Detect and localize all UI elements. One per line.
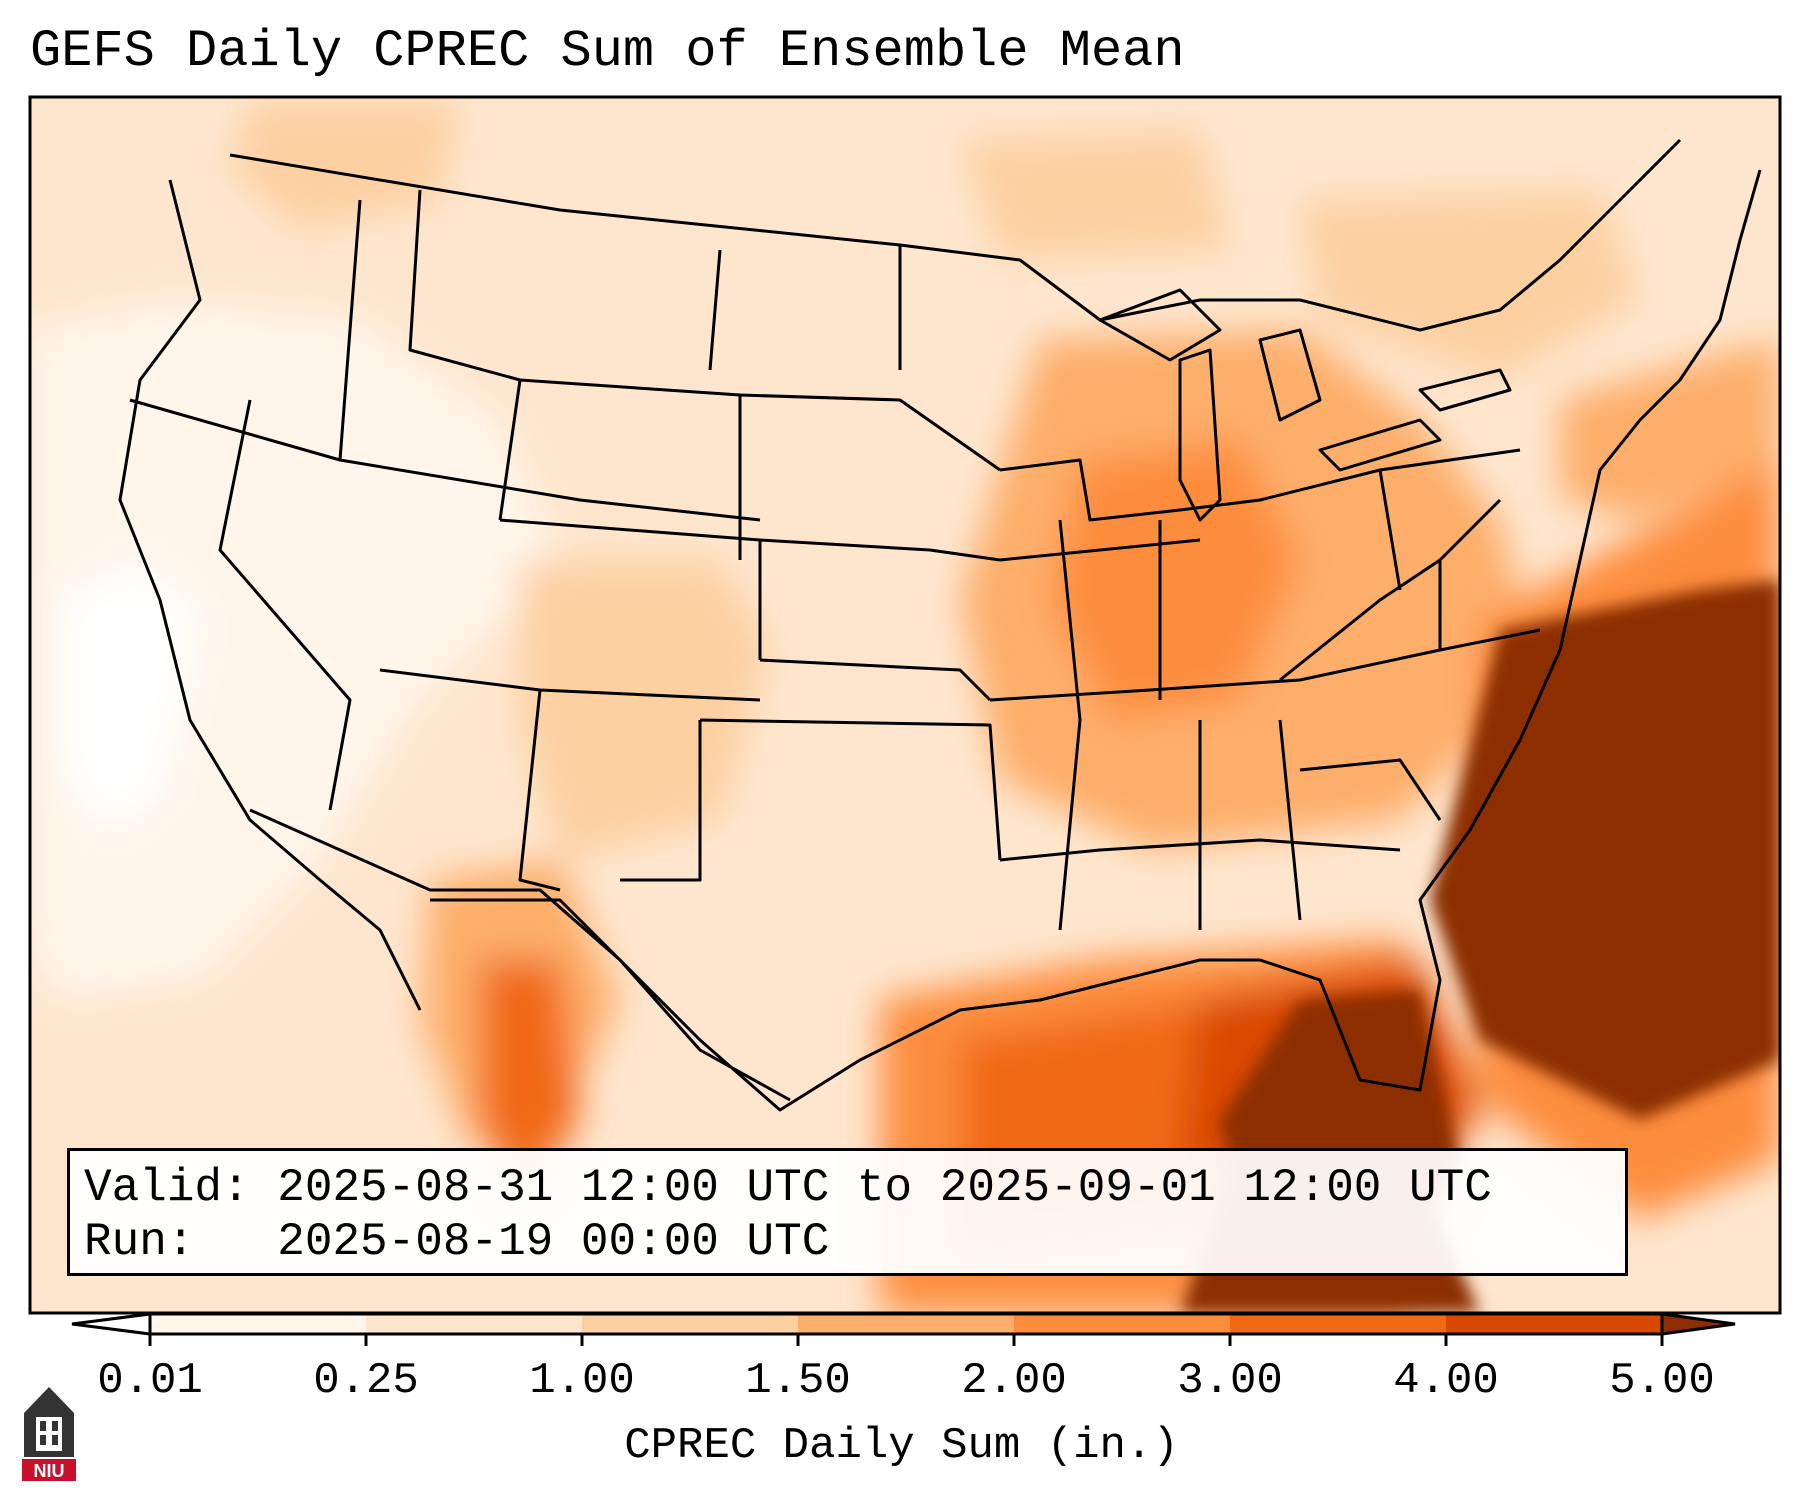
logo-banner (22, 1459, 76, 1481)
colorbar-tick-label: 1.00 (529, 1356, 635, 1406)
map-title: GEFS Daily CPREC Sum of Ensemble Mean (30, 22, 1185, 81)
colorbar-segments (150, 1314, 1663, 1334)
colorbar-segment (1230, 1314, 1447, 1334)
colorbar-segment (798, 1314, 1015, 1334)
colorbar-segment (1446, 1314, 1663, 1334)
coastline-us (118, 169, 1762, 1112)
colorbar-segment (582, 1314, 799, 1334)
info-box: Valid: 2025-08-31 12:00 UTC to 2025-09-0… (67, 1148, 1628, 1276)
colorbar-tick-label: 0.01 (97, 1356, 203, 1406)
colorbar-segment (1014, 1314, 1231, 1334)
colorbar (71, 1312, 1736, 1346)
state-lines-west (129, 189, 1002, 892)
colorbar-under-arrow (71, 1312, 152, 1336)
colorbar-segment (150, 1314, 367, 1334)
valid-time: Valid: 2025-08-31 12:00 UTC to 2025-09-0… (84, 1162, 1492, 1214)
colorbar-tick-label: 0.25 (313, 1356, 419, 1406)
great-lakes (1098, 288, 1512, 522)
colorbar-tick-label: 3.00 (1177, 1356, 1283, 1406)
colorbar-tick-label: 4.00 (1393, 1356, 1499, 1406)
colorbar-tick-label: 1.50 (745, 1356, 851, 1406)
colorbar-label: CPREC Daily Sum (in.) (624, 1421, 1179, 1471)
run-time: Run: 2025-08-19 00:00 UTC (84, 1216, 830, 1268)
state-lines-east (989, 448, 1541, 931)
logo-text: NIU (34, 1461, 65, 1481)
mexico-border (249, 808, 791, 1102)
boundaries (118, 138, 1762, 1112)
colorbar-tick-label: 5.00 (1609, 1356, 1715, 1406)
colorbar-tick-label: 2.00 (961, 1356, 1067, 1406)
canada-border (229, 138, 1682, 332)
colorbar-over-arrow (1660, 1312, 1736, 1336)
colorbar-frame (148, 1312, 1664, 1336)
niu-logo: NIU (22, 1387, 76, 1481)
colorbar-segment (366, 1314, 583, 1334)
colorbar-ticks (148, 1334, 1664, 1346)
